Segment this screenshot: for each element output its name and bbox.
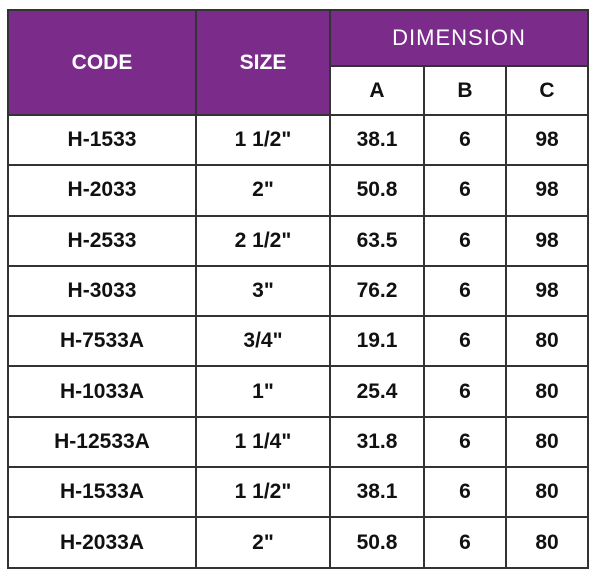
- table-cell: 80: [505, 415, 589, 469]
- table-cell: 76.2: [329, 264, 425, 318]
- table-cell: 80: [505, 315, 589, 368]
- table-cell: 2": [195, 516, 331, 569]
- table-row: H-1033A 1" 25.4 6 80: [7, 365, 589, 418]
- table-cell: 1 1/2": [195, 466, 331, 519]
- table-cell: 6: [423, 365, 507, 418]
- table-cell: 2": [195, 164, 331, 217]
- table-cell: H-7533A: [7, 315, 197, 368]
- table-cell: 1 1/2": [195, 113, 331, 167]
- table-row: H-12533A 1 1/4" 31.8 6 80: [7, 415, 589, 469]
- table-cell: 80: [505, 466, 589, 519]
- table-cell: H-2033A: [7, 516, 197, 569]
- sub-header-cell: B: [423, 65, 507, 116]
- table-cell: H-2533: [7, 214, 197, 267]
- table-row: H-2033A 2" 50.8 6 80: [7, 516, 589, 569]
- header-cell: SIZE: [195, 9, 331, 116]
- header-cell: CODE: [7, 9, 197, 116]
- table-cell: 6: [423, 516, 507, 569]
- table-row: H-1533 1 1/2" 38.1 6 98: [7, 113, 589, 167]
- table-cell: H-3033: [7, 264, 197, 318]
- table-cell: 98: [505, 113, 589, 167]
- table-cell: 19.1: [329, 315, 425, 368]
- table-cell: 25.4: [329, 365, 425, 418]
- table-cell: H-1533A: [7, 466, 197, 519]
- table-cell: 31.8: [329, 415, 425, 469]
- table-cell: 6: [423, 466, 507, 519]
- table-row: H-1533A 1 1/2" 38.1 6 80: [7, 466, 589, 519]
- table-cell: 6: [423, 264, 507, 318]
- table-row: H-7533A 3/4" 19.1 6 80: [7, 315, 589, 368]
- table-cell: 3": [195, 264, 331, 318]
- table-cell: 2 1/2": [195, 214, 331, 267]
- table-cell: 50.8: [329, 516, 425, 569]
- table-cell: H-12533A: [7, 415, 197, 469]
- table-cell: 6: [423, 214, 507, 267]
- table-cell: H-2033: [7, 164, 197, 217]
- table-cell: 80: [505, 365, 589, 418]
- table-cell: 1": [195, 365, 331, 418]
- table-cell: 38.1: [329, 466, 425, 519]
- table-cell: H-1033A: [7, 365, 197, 418]
- table-cell: 63.5: [329, 214, 425, 267]
- table-cell: 6: [423, 113, 507, 167]
- table-row: H-2033 2" 50.8 6 98: [7, 164, 589, 217]
- table-cell: 1 1/4": [195, 415, 331, 469]
- header-cell: DIMENSION: [329, 9, 589, 67]
- table-cell: H-1533: [7, 113, 197, 167]
- table-cell: 50.8: [329, 164, 425, 217]
- table-row: H-2533 2 1/2" 63.5 6 98: [7, 214, 589, 267]
- table-cell: 6: [423, 315, 507, 368]
- table-row: H-3033 3" 76.2 6 98: [7, 264, 589, 318]
- table-cell: 3/4": [195, 315, 331, 368]
- sub-header-cell: C: [505, 65, 589, 116]
- table-cell: 6: [423, 164, 507, 217]
- table-cell: 98: [505, 214, 589, 267]
- table-cell: 6: [423, 415, 507, 469]
- table-cell: 38.1: [329, 113, 425, 167]
- table-cell: 98: [505, 264, 589, 318]
- table-cell: 80: [505, 516, 589, 569]
- table-cell: 98: [505, 164, 589, 217]
- sub-header-cell: A: [329, 65, 425, 116]
